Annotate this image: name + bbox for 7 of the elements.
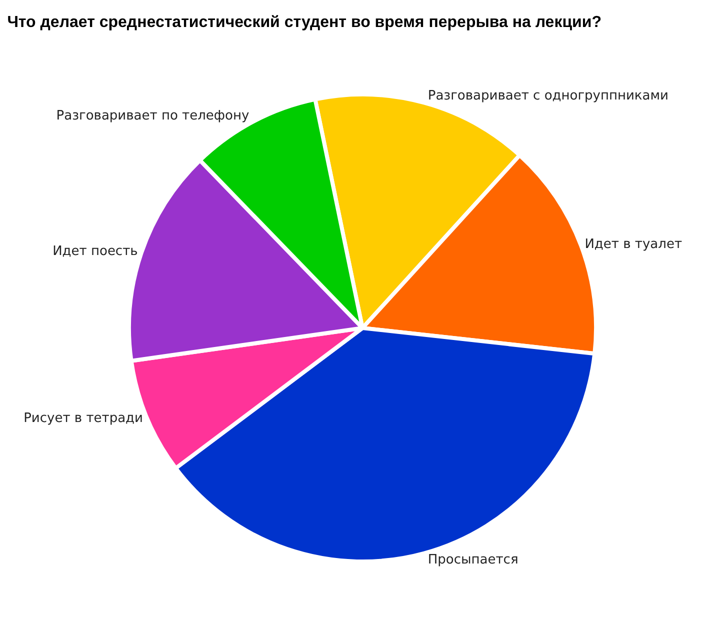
slice-label: Разговаривает по телефону [56, 108, 250, 124]
slice-label: Просыпается [428, 552, 518, 568]
slice-label: Идет поесть [52, 244, 138, 260]
chart-title: Что делает среднестатистический студент во время перерыва на лекции? [7, 14, 602, 32]
slice-label: Рисует в тетради [24, 410, 144, 426]
slice-label: Разговаривает с одногруппниками [428, 88, 669, 104]
slice-label: Идет в туалет [584, 237, 682, 252]
